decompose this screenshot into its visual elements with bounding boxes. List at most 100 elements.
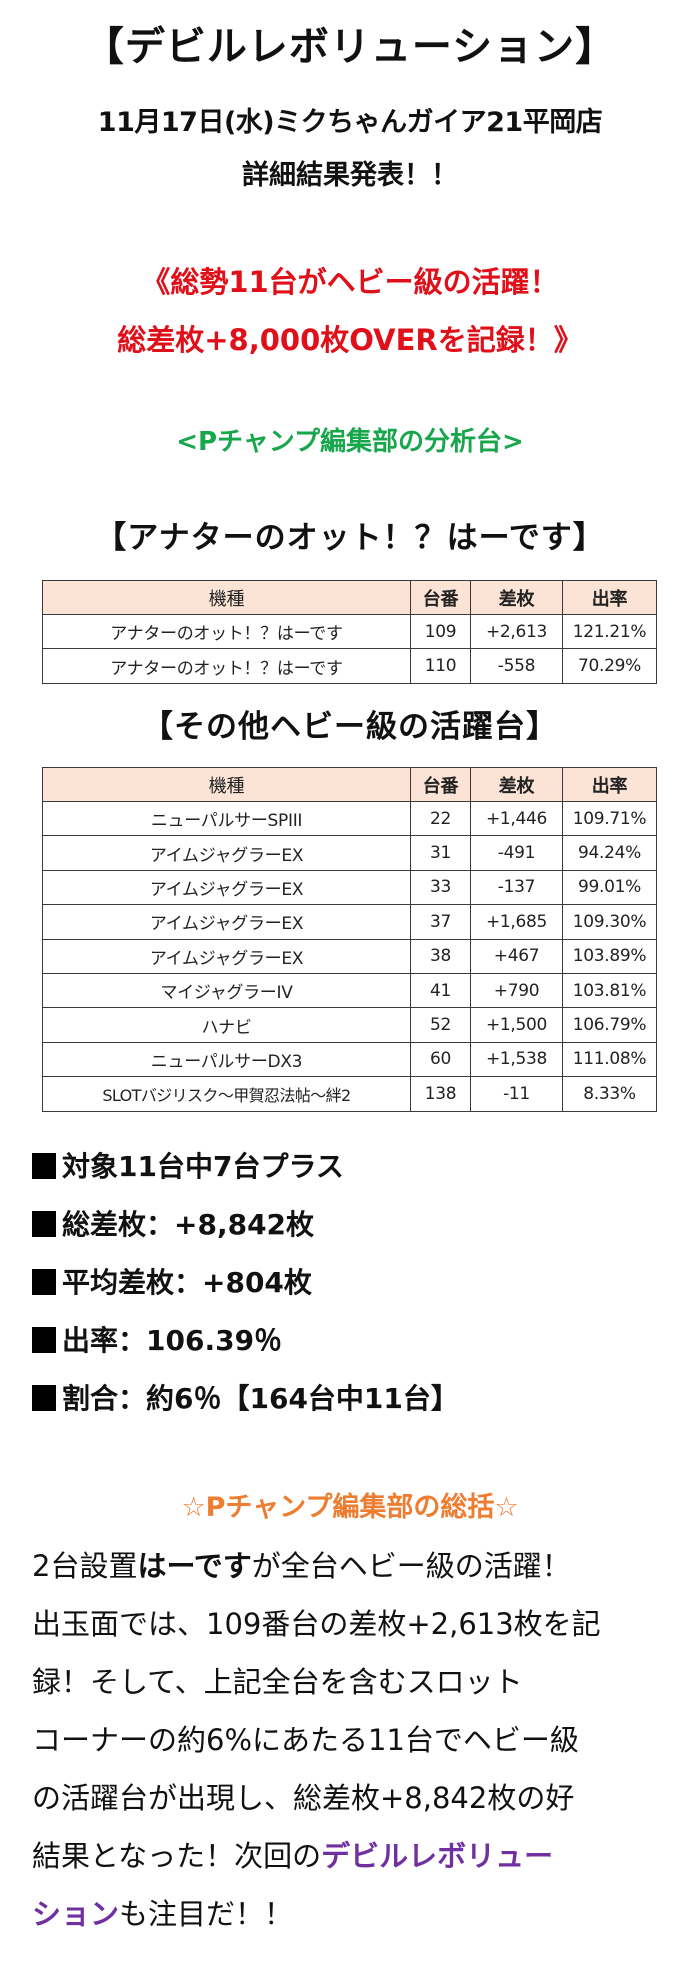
cell-model: アナターのオット！？はーです	[42, 648, 411, 684]
cell-rate: 121.21%	[562, 613, 657, 650]
summary-payout-rate: 出率：106.39％	[32, 1323, 282, 1359]
cell-model: ニューパルサーDX3	[42, 1041, 411, 1078]
cell-diff: +790	[470, 972, 563, 1009]
cell-rate: 94.24%	[562, 835, 657, 871]
column-header-model: 機種	[42, 767, 411, 802]
cell-machine-no: 60	[410, 1041, 471, 1078]
square-bullet-icon	[32, 1211, 56, 1237]
cell-diff: -558	[470, 648, 563, 684]
cell-model: アイムジャグラーEX	[42, 938, 411, 974]
analysis-section-title: <Pチャンプ編集部の分析台>	[176, 427, 524, 457]
review-text: 結果となった！次回の	[32, 1839, 322, 1873]
cell-machine-no: 33	[410, 869, 471, 906]
cell-machine-no: 109	[410, 613, 471, 650]
column-header-diff: 差枚	[470, 580, 563, 615]
page-title: 【デビルレボリューション】	[83, 24, 617, 70]
summary-text: 出率：106.39％	[62, 1324, 283, 1357]
review-line: の活躍台が出現し、総差枚+8,842枚の好	[32, 1781, 575, 1815]
cell-rate: 103.81%	[562, 972, 657, 1009]
table-header-row: 機種 台番 差枚 出率	[42, 767, 657, 802]
cell-model: アイムジャグラーEX	[42, 835, 411, 871]
review-text: 2台設置	[32, 1549, 138, 1583]
cell-machine-no: 31	[410, 835, 471, 871]
table-row: アイムジャグラーEX 33 -137 99.01%	[42, 869, 657, 906]
summary-total-diff: 総差枚：+8,842枚	[32, 1207, 314, 1243]
table-header-row: 機種 台番 差枚 出率	[42, 580, 657, 615]
column-header-rate: 出率	[562, 580, 657, 615]
cell-model: ハナビ	[42, 1007, 411, 1043]
cell-diff: -11	[470, 1076, 563, 1112]
cell-machine-no: 38	[410, 938, 471, 974]
table-row: アナターのオット！？はーです 109 +2,613 121.21%	[42, 613, 657, 650]
cell-diff: +1,685	[470, 904, 563, 940]
cell-model: アナターのオット！？はーです	[42, 613, 411, 650]
cell-machine-no: 52	[410, 1007, 471, 1043]
square-bullet-icon	[32, 1327, 56, 1353]
cell-model: マイジャグラーIV	[42, 972, 411, 1009]
event-date-store: 11月17日(水)ミクちゃんガイア21平岡店	[97, 107, 603, 138]
column-header-diff: 差枚	[470, 767, 563, 802]
summary-text: 総差枚：+8,842枚	[62, 1208, 315, 1241]
summary-text: 平均差枚：+804枚	[62, 1266, 312, 1299]
review-text: も注目だ！！	[119, 1897, 294, 1931]
cell-diff: +1,500	[470, 1007, 563, 1043]
summary-plus-count: 対象11台中7台プラス	[32, 1149, 344, 1185]
cell-rate: 109.71%	[562, 800, 657, 837]
event-name-emphasis: デビルレボリュー	[321, 1839, 554, 1873]
column-header-machine-no: 台番	[410, 767, 471, 802]
column-header-model: 機種	[42, 580, 411, 615]
cell-rate: 106.79%	[562, 1007, 657, 1043]
cell-diff: +1,538	[470, 1041, 563, 1078]
table-row: SLOTバジリスク～甲賀忍法帖～絆2 138 -11 8.33%	[42, 1076, 657, 1112]
table-2-title: 【その他ヘビー級の活躍台】	[142, 709, 558, 745]
table-row: アイムジャグラーEX 38 +467 103.89%	[42, 938, 657, 974]
summary-ratio: 割合：約6％【164台中11台】	[32, 1381, 459, 1417]
machine-name-emphasis: はーです	[137, 1549, 252, 1583]
square-bullet-icon	[32, 1153, 56, 1179]
table-1-title: 【アナターのオット！？はーです】	[95, 520, 605, 556]
headline-line-1: 《総勢11台がヘビー級の活躍！	[141, 265, 559, 299]
review-line: 2台設置はーですが全台ヘビー級の活躍！	[32, 1537, 682, 1595]
review-body: 2台設置はーですが全台ヘビー級の活躍！ 出玉面では、109番台の差枚+2,613…	[32, 1537, 682, 1943]
heavyweight-machines-table: 機種 台番 差枚 出率 ニューパルサーSPIII 22 +1,446 109.7…	[42, 767, 657, 1112]
review-line: コーナーの約6%にあたる11台でヘビー級	[32, 1723, 579, 1757]
cell-machine-no: 41	[410, 972, 471, 1009]
cell-diff: +467	[470, 938, 563, 974]
table-row: マイジャグラーIV 41 +790 103.81%	[42, 972, 657, 1009]
results-announcement: 詳細結果発表！！	[242, 160, 458, 191]
review-text: が全台ヘビー級の活躍！	[251, 1549, 571, 1583]
cell-model: アイムジャグラーEX	[42, 869, 411, 906]
table-row: アイムジャグラーEX 37 +1,685 109.30%	[42, 904, 657, 940]
cell-rate: 111.08%	[562, 1041, 657, 1078]
summary-text: 対象11台中7台プラス	[62, 1150, 344, 1183]
cell-rate: 99.01%	[562, 869, 657, 906]
cell-rate: 103.89%	[562, 938, 657, 974]
table-row: ニューパルサーSPIII 22 +1,446 109.71%	[42, 800, 657, 837]
cell-machine-no: 138	[410, 1076, 471, 1112]
table-row: アイムジャグラーEX 31 -491 94.24%	[42, 835, 657, 871]
review-line: 録！そして、上記全台を含むスロット	[32, 1665, 523, 1699]
cell-rate: 8.33%	[562, 1076, 657, 1112]
column-header-machine-no: 台番	[410, 580, 471, 615]
cell-rate: 70.29%	[562, 648, 657, 684]
summary-text: 割合：約6％【164台中11台】	[62, 1382, 459, 1415]
column-header-rate: 出率	[562, 767, 657, 802]
review-line: ションも注目だ！！	[32, 1885, 682, 1943]
square-bullet-icon	[32, 1385, 56, 1411]
table-row: ニューパルサーDX3 60 +1,538 111.08%	[42, 1041, 657, 1078]
cell-model: アイムジャグラーEX	[42, 904, 411, 940]
review-line: 結果となった！次回のデビルレボリュー	[32, 1827, 682, 1885]
cell-model: ニューパルサーSPIII	[42, 800, 411, 837]
cell-diff: +2,613	[470, 613, 563, 650]
review-section-title: ☆Pチャンプ編集部の総括☆	[181, 1492, 519, 1523]
cell-rate: 109.30%	[562, 904, 657, 940]
cell-diff: -137	[470, 869, 563, 906]
headline-line-2: 総差枚+8,000枚OVERを記録！》	[117, 323, 583, 357]
event-name-emphasis: ション	[32, 1897, 120, 1931]
cell-machine-no: 37	[410, 904, 471, 940]
cell-diff: +1,446	[470, 800, 563, 837]
cell-diff: -491	[470, 835, 563, 871]
cell-machine-no: 22	[410, 800, 471, 837]
featured-machines-table: 機種 台番 差枚 出率 アナターのオット！？はーです 109 +2,613 12…	[42, 580, 657, 684]
summary-average-diff: 平均差枚：+804枚	[32, 1265, 312, 1301]
